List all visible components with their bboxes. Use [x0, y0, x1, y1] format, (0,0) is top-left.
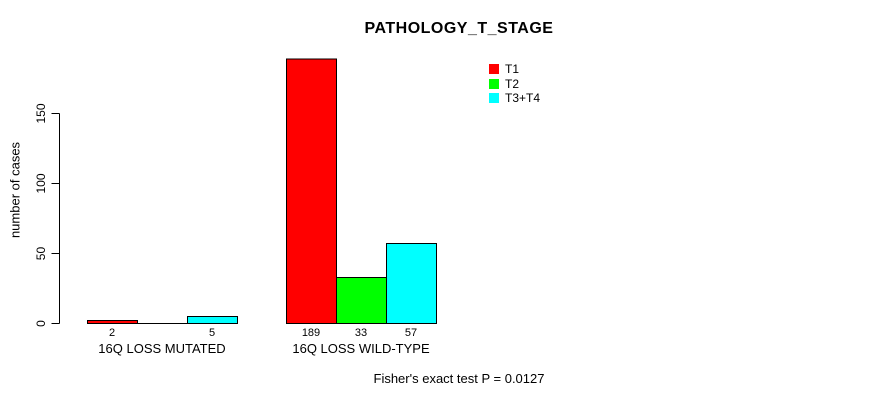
y-tick-label: 0 [34, 320, 48, 327]
chart-title: PATHOLOGY_T_STAGE [364, 20, 554, 37]
bar-t3-t4-group2 [386, 243, 437, 324]
bar-value-label: 5 [209, 327, 215, 339]
legend-swatch-icon [489, 93, 499, 104]
bar-t3-t4-group1 [187, 316, 238, 324]
legend-swatch-icon [489, 64, 499, 75]
y-tick-label: 150 [34, 103, 48, 123]
bar-t1-group1 [87, 320, 138, 325]
bar-value-label: 189 [302, 327, 320, 339]
y-tick-label: 100 [34, 173, 48, 193]
category-label: 16Q LOSS MUTATED [98, 341, 225, 356]
bar-t1-group2 [286, 58, 337, 325]
bar-value-label: 33 [355, 327, 367, 339]
legend-item: T1 [489, 62, 540, 77]
legend: T1 T2 T3+T4 [489, 62, 540, 106]
y-tick-label: 50 [34, 247, 48, 261]
category-label: 16Q LOSS WILD-TYPE [292, 341, 430, 356]
bar-value-label: 57 [405, 327, 417, 339]
legend-item: T3+T4 [489, 91, 540, 106]
legend-swatch-icon [489, 78, 499, 89]
legend-label: T3+T4 [505, 91, 541, 106]
legend-label: T1 [505, 62, 520, 77]
y-axis-label: number of cases [7, 141, 23, 239]
bar-value-label: 2 [109, 327, 115, 339]
legend-item: T2 [489, 77, 540, 92]
stat-annotation: Fisher's exact test P = 0.0127 [373, 371, 545, 386]
bar-t2-group2 [336, 276, 387, 324]
legend-label: T2 [505, 76, 520, 91]
